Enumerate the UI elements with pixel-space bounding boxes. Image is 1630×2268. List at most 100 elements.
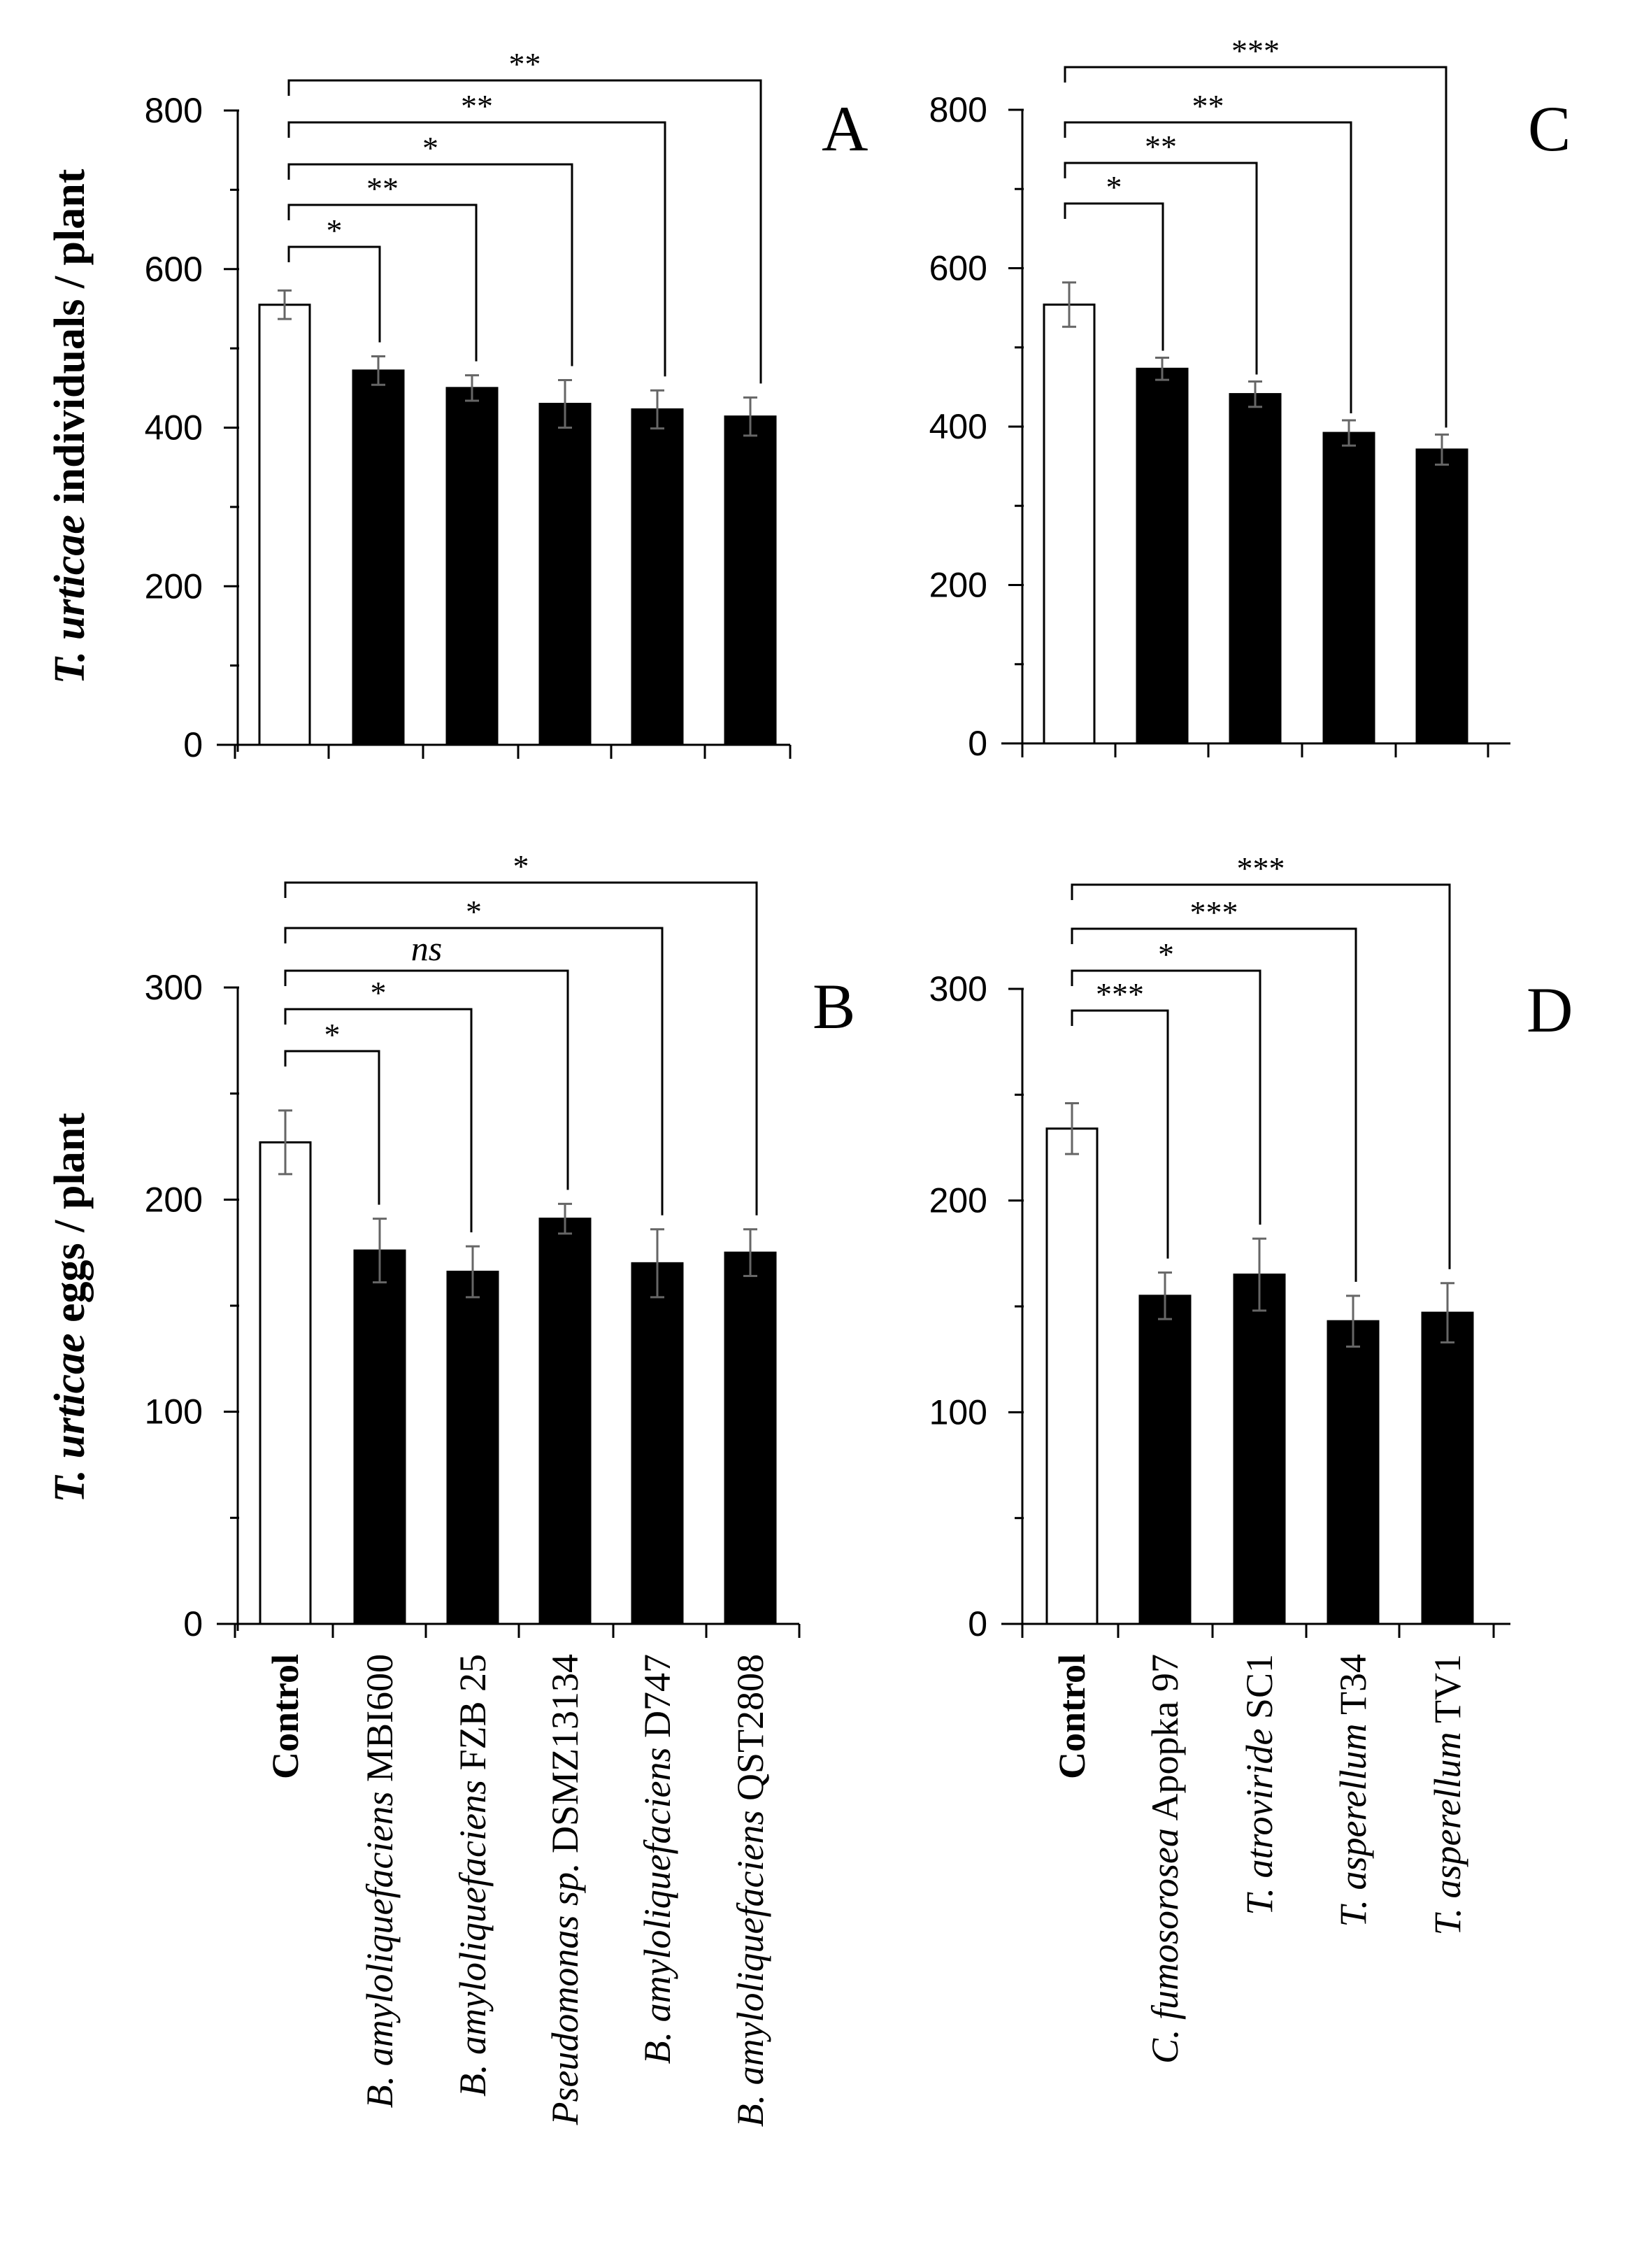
bar <box>1421 1311 1474 1625</box>
significance-bracket <box>287 245 381 343</box>
x-category-label: T. asperellum TV1 <box>1427 1654 1468 1936</box>
y-axis-title: T. urticae individuals / plant <box>46 169 94 684</box>
significance-bracket <box>1064 162 1258 375</box>
significance-bracket <box>1071 969 1261 1225</box>
significance-bracket <box>1064 66 1447 428</box>
panel-letter: C <box>1528 93 1571 164</box>
bar <box>352 369 405 746</box>
significance-label: * <box>466 894 482 929</box>
bar <box>1415 448 1468 745</box>
bar <box>1136 367 1189 745</box>
y-tick-label: 800 <box>929 90 987 129</box>
x-category-label-text: Control <box>264 1654 306 1779</box>
x-category-label-text: FZB 25 <box>452 1654 494 1780</box>
bar <box>538 402 592 746</box>
bar <box>1322 432 1375 745</box>
y-axis-title-species: T. urticae <box>46 1333 94 1502</box>
significance-label: * <box>1106 169 1122 205</box>
significance-label: *** <box>1096 976 1144 1012</box>
bar <box>445 387 499 746</box>
y-tick-label: 800 <box>145 91 203 130</box>
significance-label: ** <box>1145 129 1177 164</box>
significance-label: ** <box>366 171 399 206</box>
x-category-label-italic: B. amyloliquefaciens <box>729 1811 771 2127</box>
significance-label: *** <box>1190 894 1238 930</box>
x-category-label-italic: Pseudomonas sp. <box>544 1863 586 2126</box>
x-category-label-text: DSMZ13134 <box>544 1654 586 1863</box>
bar <box>353 1249 406 1625</box>
bar <box>1327 1320 1380 1625</box>
panels: 0200400600800********A0100200300**ns**B0… <box>145 33 1573 1643</box>
significance-label: * <box>1158 936 1174 972</box>
x-category-label-italic: T. asperellum <box>1332 1724 1374 1927</box>
y-axis-title: T. urticae eggs / plant <box>46 1113 94 1503</box>
bar <box>1138 1295 1192 1625</box>
bar <box>631 1262 684 1625</box>
x-category-label-text: Control <box>1051 1654 1093 1779</box>
y-tick-label: 300 <box>929 969 987 1008</box>
significance-bracket <box>287 163 573 366</box>
panel-letter: B <box>813 971 855 1042</box>
x-category-label-text: Apopka 97 <box>1144 1654 1186 1828</box>
y-tick-label: 100 <box>145 1392 203 1432</box>
x-category-label-italic: B. amyloliquefaciens <box>636 1748 678 2064</box>
significance-label: * <box>324 1017 341 1053</box>
significance-bracket <box>1064 121 1352 413</box>
significance-label: ** <box>1192 88 1224 124</box>
y-tick-label: 600 <box>145 250 203 289</box>
y-tick-label: 400 <box>929 407 987 446</box>
y-tick-label: 200 <box>929 566 987 605</box>
x-category-label: T. asperellum T34 <box>1332 1654 1374 1927</box>
bar <box>538 1218 592 1625</box>
y-axis-title-unit: individuals / plant <box>46 169 94 515</box>
significance-bracket <box>1071 883 1451 1269</box>
x-category-label: B. amyloliquefaciens MBI600 <box>359 1654 401 2108</box>
bar <box>724 1251 777 1625</box>
bar <box>1229 393 1282 745</box>
x-category-label-text: SC1 <box>1238 1654 1280 1729</box>
bar <box>259 1141 312 1625</box>
significance-bracket <box>287 204 478 362</box>
x-category-label-text: T34 <box>1332 1654 1374 1724</box>
significance-label: * <box>422 130 438 166</box>
significance-bracket <box>284 969 569 1190</box>
significance-bracket <box>284 927 664 1215</box>
y-tick-label: 100 <box>929 1392 987 1432</box>
y-tick-label: 300 <box>145 968 203 1007</box>
y-tick-label: 200 <box>145 1180 203 1219</box>
bar <box>446 1270 499 1625</box>
significance-bracket <box>287 79 762 384</box>
significance-bracket <box>1064 202 1164 351</box>
x-category-label-italic: B. amyloliquefaciens <box>359 1792 401 2109</box>
x-category-label-italic: B. amyloliquefaciens <box>452 1780 494 2097</box>
significance-bracket <box>284 881 758 1215</box>
significance-label: ns <box>411 929 442 968</box>
y-tick-label: 200 <box>929 1181 987 1220</box>
y-axis-title-species: T. urticae <box>46 515 94 684</box>
x-category-label: Control <box>264 1654 306 1779</box>
x-category-label-text: D747 <box>636 1654 678 1748</box>
significance-label: ** <box>509 46 541 82</box>
bar <box>724 415 777 746</box>
x-category-label: B. amyloliquefaciens FZB 25 <box>452 1654 494 2097</box>
significance-label: * <box>327 213 343 248</box>
significance-label: ** <box>461 88 493 124</box>
y-tick-label: 0 <box>183 1604 203 1643</box>
significance-bracket <box>1071 927 1357 1282</box>
y-tick-label: 0 <box>968 1604 987 1643</box>
y-tick-label: 0 <box>183 725 203 764</box>
significance-bracket <box>284 1050 380 1205</box>
x-category-label-text: TV1 <box>1427 1654 1468 1732</box>
y-tick-label: 0 <box>968 724 987 763</box>
bar <box>1043 304 1096 745</box>
significance-bracket <box>287 121 666 377</box>
x-category-label-italic: C. fumosorosea <box>1144 1828 1186 2064</box>
significance-label: *** <box>1237 850 1285 886</box>
x-category-label-text: MBI600 <box>359 1654 401 1792</box>
